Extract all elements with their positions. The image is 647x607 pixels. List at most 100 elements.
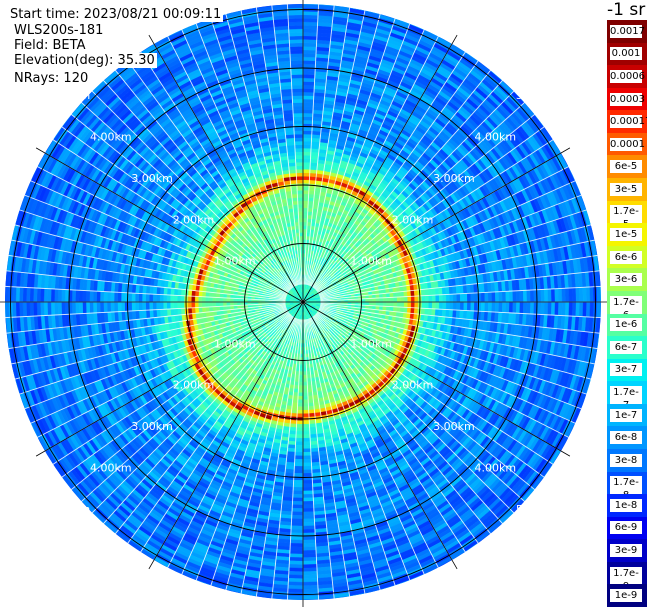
data-cell bbox=[303, 0, 319, 1]
data-cell bbox=[456, 301, 461, 311]
data-cell bbox=[302, 91, 315, 97]
data-cell bbox=[389, 297, 394, 303]
data-cell bbox=[302, 84, 315, 90]
data-cell bbox=[484, 292, 489, 303]
data-cell bbox=[410, 301, 415, 309]
data-cell bbox=[551, 288, 556, 303]
data-cell bbox=[589, 286, 594, 303]
data-cell bbox=[452, 301, 458, 311]
data-cell bbox=[501, 291, 507, 303]
data-cell bbox=[302, 161, 311, 167]
data-cell bbox=[597, 348, 601, 366]
data-cell bbox=[596, 301, 601, 318]
data-cell bbox=[537, 289, 542, 303]
data-cell bbox=[302, 60, 316, 65]
data-cell bbox=[375, 301, 380, 307]
data-cell bbox=[349, 4, 367, 8]
data-cell bbox=[302, 200, 309, 205]
data-cell bbox=[445, 294, 451, 303]
data-cell bbox=[540, 301, 545, 315]
data-cell bbox=[379, 301, 384, 307]
data-cell bbox=[302, 74, 316, 79]
data-cell bbox=[596, 286, 601, 303]
data-cell bbox=[579, 287, 584, 303]
data-cell bbox=[319, 0, 335, 2]
data-cell bbox=[544, 288, 549, 303]
data-cell bbox=[302, 4, 319, 9]
data-cell bbox=[561, 288, 566, 303]
data-cell bbox=[302, 109, 314, 114]
data-cell bbox=[519, 290, 524, 303]
data-cell bbox=[382, 297, 387, 303]
data-cell bbox=[438, 294, 444, 303]
data-cell bbox=[302, 88, 315, 93]
data-cell bbox=[302, 81, 315, 86]
data-cell bbox=[435, 294, 440, 303]
data-cell bbox=[505, 290, 510, 303]
data-cell bbox=[302, 158, 311, 163]
data-cell bbox=[302, 168, 311, 174]
data-cell bbox=[505, 301, 510, 314]
data-cell bbox=[302, 98, 314, 104]
data-cell bbox=[442, 294, 447, 303]
data-cell bbox=[365, 4, 383, 12]
data-cell bbox=[302, 137, 312, 142]
data-cell bbox=[302, 11, 319, 16]
data-cell bbox=[498, 291, 503, 303]
data-cell bbox=[302, 77, 315, 83]
data-cell bbox=[307, 204, 314, 209]
data-cell bbox=[365, 592, 383, 600]
data-cell bbox=[558, 288, 563, 303]
data-cell bbox=[302, 147, 312, 153]
data-cell bbox=[584, 394, 594, 412]
data-cell bbox=[589, 379, 598, 397]
data-cell bbox=[480, 301, 486, 312]
data-cell bbox=[395, 583, 413, 593]
data-cell bbox=[470, 292, 475, 303]
data-cell bbox=[302, 39, 317, 44]
data-cell bbox=[302, 102, 314, 107]
data-cell bbox=[572, 287, 577, 303]
data-cell bbox=[554, 288, 559, 303]
data-cell bbox=[530, 301, 535, 315]
data-cell bbox=[568, 301, 573, 317]
data-cell bbox=[565, 287, 570, 303]
data-cell bbox=[349, 596, 367, 600]
data-cell bbox=[302, 49, 317, 54]
data-cell bbox=[466, 292, 472, 303]
data-cell bbox=[302, 105, 314, 111]
data-cell bbox=[302, 175, 310, 181]
data-cell bbox=[302, 18, 319, 23]
data-cell bbox=[407, 296, 412, 303]
data-cell bbox=[334, 4, 351, 5]
data-cell bbox=[435, 301, 440, 310]
data-cell bbox=[302, 56, 317, 61]
data-cell bbox=[589, 301, 594, 318]
data-cell bbox=[302, 130, 313, 135]
data-cell bbox=[600, 301, 601, 319]
data-cell bbox=[494, 291, 500, 303]
data-cell bbox=[512, 290, 517, 303]
data-cell bbox=[589, 207, 598, 225]
data-cell bbox=[463, 301, 468, 311]
data-cell bbox=[582, 301, 587, 318]
data-cell bbox=[568, 287, 573, 303]
data-cell bbox=[302, 214, 308, 219]
data-cell bbox=[526, 301, 531, 315]
data-cell bbox=[386, 301, 391, 307]
data-cell bbox=[414, 301, 419, 309]
data-cell bbox=[307, 207, 314, 213]
data-cell bbox=[547, 288, 552, 303]
ppi-plot: 1.00km1.00km1.00km1.00km2.00km2.00km2.00… bbox=[0, 0, 607, 607]
data-cell bbox=[400, 296, 405, 303]
data-cell bbox=[302, 42, 317, 47]
data-cell bbox=[302, 28, 318, 33]
data-cell bbox=[302, 112, 314, 118]
data-cell bbox=[470, 301, 475, 312]
data-cell bbox=[302, 218, 308, 223]
data-cell bbox=[403, 301, 408, 308]
data-cell bbox=[302, 172, 311, 177]
data-cell bbox=[558, 301, 563, 316]
data-cell bbox=[442, 301, 447, 310]
data-cell bbox=[593, 222, 601, 240]
